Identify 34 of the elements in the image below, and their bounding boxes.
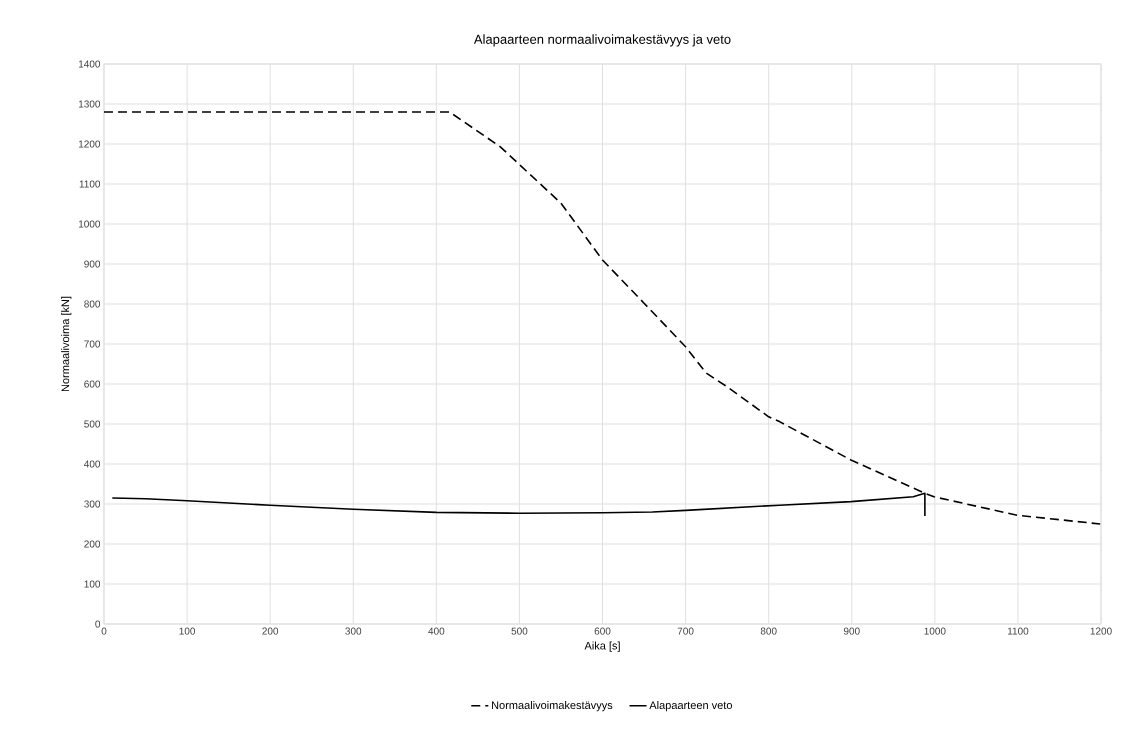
y-tick-label: 900	[84, 260, 101, 268]
x-tick-label: 100	[179, 627, 196, 635]
x-tick-label: 1000	[924, 627, 946, 635]
legend-label: Alapaarteen veto	[649, 701, 732, 712]
y-tick-label: 100	[84, 580, 101, 588]
x-tick-label: 800	[760, 627, 777, 635]
x-tick-label: 500	[511, 627, 528, 635]
y-tick-label: 200	[84, 540, 101, 548]
y-tick-label: 1000	[78, 220, 101, 228]
x-tick-label: 200	[262, 627, 279, 635]
x-tick-label: 0	[101, 627, 107, 635]
y-tick-label: 1200	[78, 140, 101, 148]
y-tick-label: 800	[84, 300, 101, 308]
chart-title: Alapaarteen normaalivoimakestävyys ja veto	[473, 34, 731, 47]
x-tick-label: 400	[428, 627, 445, 635]
line-series	[111, 492, 926, 517]
legend-label: Normaalivoimakestävyys	[492, 701, 613, 712]
x-tick-label: 300	[345, 627, 362, 635]
y-tick-label: 300	[84, 500, 101, 508]
y-axis-title: Normaalivoima [kN]	[61, 296, 72, 392]
y-tick-label: 1100	[79, 180, 101, 188]
y-tick-label: 400	[84, 460, 101, 468]
y-tick-label: 1300	[78, 100, 101, 108]
y-tick-label: 600	[84, 380, 101, 388]
x-axis-title: Aika [s]	[584, 641, 620, 652]
x-tick-label: 1200	[1090, 627, 1112, 635]
y-tick-label: 1400	[78, 60, 101, 68]
x-tick-label: 700	[677, 627, 694, 635]
x-tick-label: 600	[594, 627, 611, 635]
y-tick-label: 700	[84, 340, 101, 348]
x-tick-label: 1100	[1007, 627, 1029, 635]
y-tick-label: 0	[95, 620, 101, 628]
y-tick-label: 500	[84, 420, 101, 428]
x-tick-label: 900	[843, 627, 860, 635]
